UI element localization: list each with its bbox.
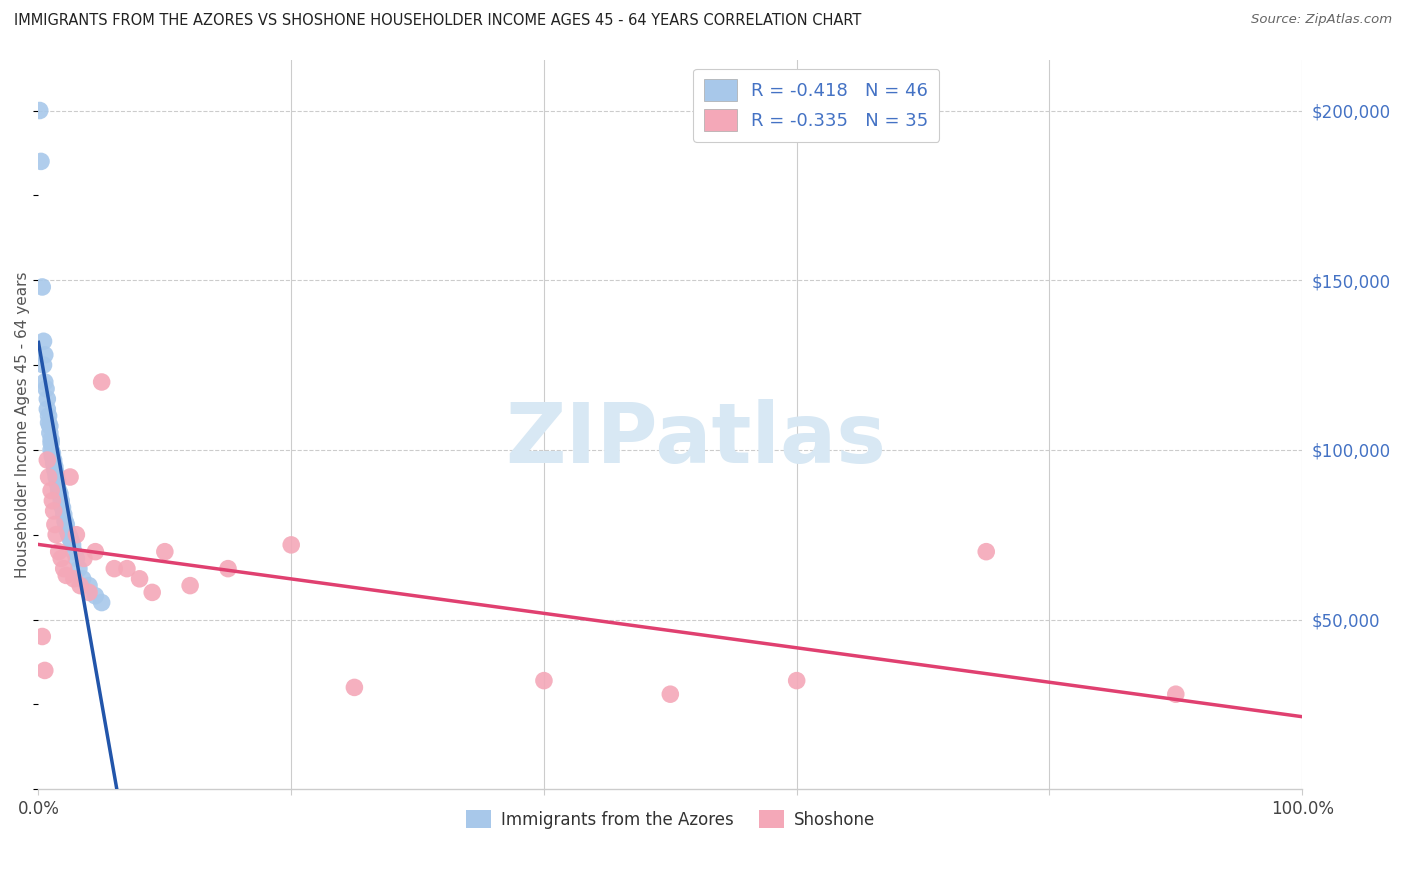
Point (55, 517, 77, 532)
Point (31, 280, 53, 294)
Point (51, 493, 73, 508)
Point (52, 508, 75, 522)
Point (34, 348, 56, 362)
Point (38, 419, 60, 434)
Legend: Immigrants from the Azores, Shoshone: Immigrants from the Azores, Shoshone (460, 804, 882, 836)
Point (42, 504, 65, 518)
Point (343, 681, 366, 695)
Point (65, 551, 87, 566)
Point (1164, 687, 1187, 701)
Point (533, 673, 555, 688)
Point (38, 409, 60, 423)
Point (48, 483, 70, 498)
Point (69, 579, 91, 593)
Point (41, 450, 63, 464)
Point (45, 470, 67, 484)
Point (77, 579, 100, 593)
Point (128, 572, 150, 586)
Point (90, 596, 112, 610)
Point (39, 433, 62, 447)
Text: IMMIGRANTS FROM THE AZORES VS SHOSHONE HOUSEHOLDER INCOME AGES 45 - 64 YEARS COR: IMMIGRANTS FROM THE AZORES VS SHOSHONE H… (14, 13, 862, 29)
Point (45, 467, 67, 481)
Point (60, 534, 83, 549)
Point (46, 474, 69, 488)
Point (34, 664, 56, 678)
Point (659, 687, 682, 701)
Point (59, 470, 82, 484)
Point (77, 585, 100, 599)
Text: Source: ZipAtlas.com: Source: ZipAtlas.com (1251, 13, 1392, 27)
Point (39, 442, 62, 457)
Point (38, 416, 60, 430)
Point (786, 673, 808, 688)
Point (32, 334, 55, 349)
Point (37, 402, 59, 417)
Point (65, 527, 87, 541)
Point (179, 579, 201, 593)
Point (63, 572, 86, 586)
Point (84, 544, 107, 558)
Point (37, 453, 59, 467)
Point (153, 544, 176, 558)
Point (115, 561, 138, 575)
Point (63, 544, 86, 558)
Point (28, 103, 51, 118)
Point (32, 358, 55, 372)
Point (280, 538, 302, 552)
Point (67, 561, 90, 575)
Point (44, 517, 66, 532)
Point (44, 459, 66, 474)
Point (217, 561, 239, 575)
Point (55, 568, 77, 582)
Point (46, 476, 69, 491)
Point (141, 585, 163, 599)
Point (31, 630, 53, 644)
Point (37, 392, 59, 406)
Point (39, 483, 62, 498)
Point (35, 382, 58, 396)
Point (59, 531, 82, 545)
Point (51, 551, 73, 566)
Point (103, 561, 125, 575)
Point (56, 524, 79, 539)
Point (41, 446, 63, 460)
Point (42, 457, 65, 471)
Point (62, 538, 84, 552)
Point (48, 544, 70, 558)
Point (58, 527, 80, 541)
Point (45, 527, 67, 541)
Point (53, 514, 76, 528)
Point (49, 487, 72, 501)
Y-axis label: Householder Income Ages 45 - 64 years: Householder Income Ages 45 - 64 years (15, 271, 30, 578)
Point (84, 589, 107, 603)
Point (41, 493, 63, 508)
Point (39, 436, 62, 450)
Point (52, 561, 75, 575)
Point (73, 551, 96, 566)
Point (34, 375, 56, 389)
Point (42, 453, 65, 467)
Point (30, 154, 52, 169)
Point (44, 463, 66, 477)
Point (51, 500, 73, 515)
Point (38, 425, 60, 440)
Point (90, 375, 112, 389)
Point (72, 572, 94, 586)
Point (974, 544, 997, 558)
Point (38, 470, 60, 484)
Text: ZIPatlas: ZIPatlas (505, 399, 886, 480)
